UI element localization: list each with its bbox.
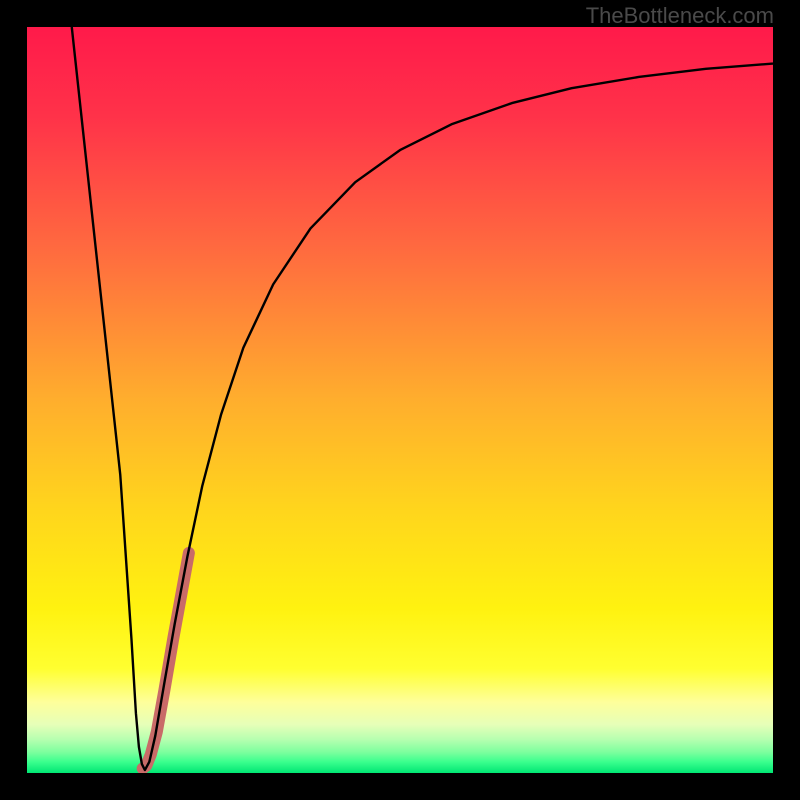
plot-area (27, 27, 773, 773)
watermark-container: TheBottleneck.com (586, 3, 774, 29)
chart-stage: TheBottleneck.com (0, 0, 800, 800)
watermark-text: TheBottleneck.com (586, 3, 774, 28)
bottleneck-curve (72, 27, 773, 770)
chart-svg (27, 27, 773, 773)
